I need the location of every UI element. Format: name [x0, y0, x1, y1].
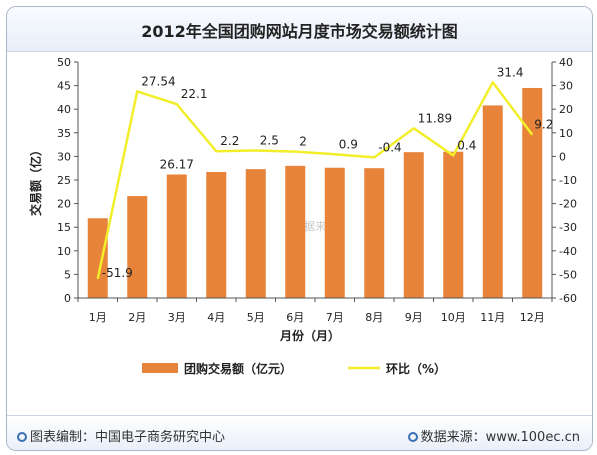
x-tick-label: 7月	[326, 311, 344, 324]
x-tick-label: 11月	[480, 311, 505, 324]
y-tick-label: 50	[57, 56, 71, 69]
line-data-label: -0.4	[378, 140, 401, 154]
bar	[206, 171, 227, 298]
y2-tick-label: 30	[559, 80, 573, 93]
line-data-label: -51.9	[102, 266, 133, 280]
title-bar: 2012年全国团购网站月度市场交易额统计图	[7, 7, 592, 52]
line-data-label: 22.1	[181, 87, 208, 101]
x-tick-label: 5月	[247, 311, 265, 324]
x-tick-label: 1月	[89, 311, 107, 324]
bar	[127, 196, 148, 298]
y2-tick-label: -60	[559, 292, 577, 305]
legend-bar-swatch	[142, 363, 178, 373]
x-tick-label: 3月	[168, 311, 186, 324]
x-tick-label: 4月	[207, 311, 225, 324]
bullet-icon	[17, 432, 27, 442]
bar	[87, 218, 108, 298]
bar	[443, 151, 464, 298]
x-axis-title: 月份（月）	[279, 328, 340, 343]
credit-left-text: 图表编制：中国电子商务研究中心	[30, 430, 226, 445]
credit-right: 数据来源：www.100ec.cn	[407, 426, 580, 445]
chart-title: 2012年全国团购网站月度市场交易额统计图	[141, 22, 458, 41]
line-data-label: 9.2	[534, 118, 553, 132]
legend-line-label: 环比（%）	[386, 361, 446, 376]
bar	[324, 167, 345, 298]
x-tick-label: 10月	[441, 311, 466, 324]
y-tick-label: 45	[57, 80, 71, 93]
y-tick-label: 10	[57, 245, 71, 258]
credit-right-text: 数据来源：www.100ec.cn	[420, 430, 580, 445]
y-tick-label: 30	[57, 150, 71, 163]
y2-tick-label: -10	[559, 174, 577, 187]
bar	[403, 152, 424, 298]
y2-tick-label: -50	[559, 268, 577, 281]
y2-tick-label: 40	[559, 56, 573, 69]
line-series	[96, 81, 534, 280]
x-tick-label: 6月	[286, 311, 304, 324]
y2-tick-label: -40	[559, 245, 577, 258]
x-tick-label: 2月	[128, 311, 146, 324]
line-data-label: 2	[299, 135, 307, 149]
bar	[482, 105, 503, 298]
bar	[166, 174, 187, 298]
y-tick-label: 40	[57, 103, 71, 116]
footer: 图表编制：中国电子商务研究中心 数据来源：www.100ec.cn	[7, 415, 592, 450]
bar	[364, 168, 385, 298]
line-data-label: 0.4	[457, 138, 476, 152]
line-data-label: 0.9	[339, 137, 358, 151]
y-tick-label: 15	[57, 221, 71, 234]
bullet-icon	[407, 432, 418, 442]
bar	[285, 165, 306, 298]
y-tick-label: 25	[57, 174, 71, 187]
line-data-label: 27.54	[141, 74, 175, 88]
y2-tick-label: 0	[559, 150, 566, 163]
y-tick-label: 20	[57, 198, 71, 211]
y-axis-title: 交易额（亿）	[28, 144, 43, 216]
y-tick-label: 5	[64, 268, 71, 281]
bar-data-label: 26.17	[160, 157, 194, 171]
line-data-label: 31.4	[497, 65, 524, 79]
y-tick-label: 35	[57, 127, 71, 140]
line-data-label: 11.89	[418, 111, 452, 125]
x-tick-label: 9月	[405, 311, 423, 324]
line-data-label: 2.2	[220, 134, 239, 148]
bar	[522, 87, 543, 299]
bar	[245, 169, 266, 298]
y2-tick-label: 10	[559, 127, 573, 140]
credit-left: 图表编制：中国电子商务研究中心	[17, 426, 225, 445]
y2-tick-label: -30	[559, 221, 577, 234]
x-tick-label: 8月	[365, 311, 383, 324]
legend-bar-label: 团购交易额（亿元）	[184, 361, 292, 376]
y2-tick-label: 20	[559, 103, 573, 116]
x-tick-label: 12月	[520, 311, 545, 324]
line-data-label: 2.5	[260, 134, 279, 148]
y2-tick-label: -20	[559, 198, 577, 211]
y-tick-label: 0	[64, 292, 71, 305]
